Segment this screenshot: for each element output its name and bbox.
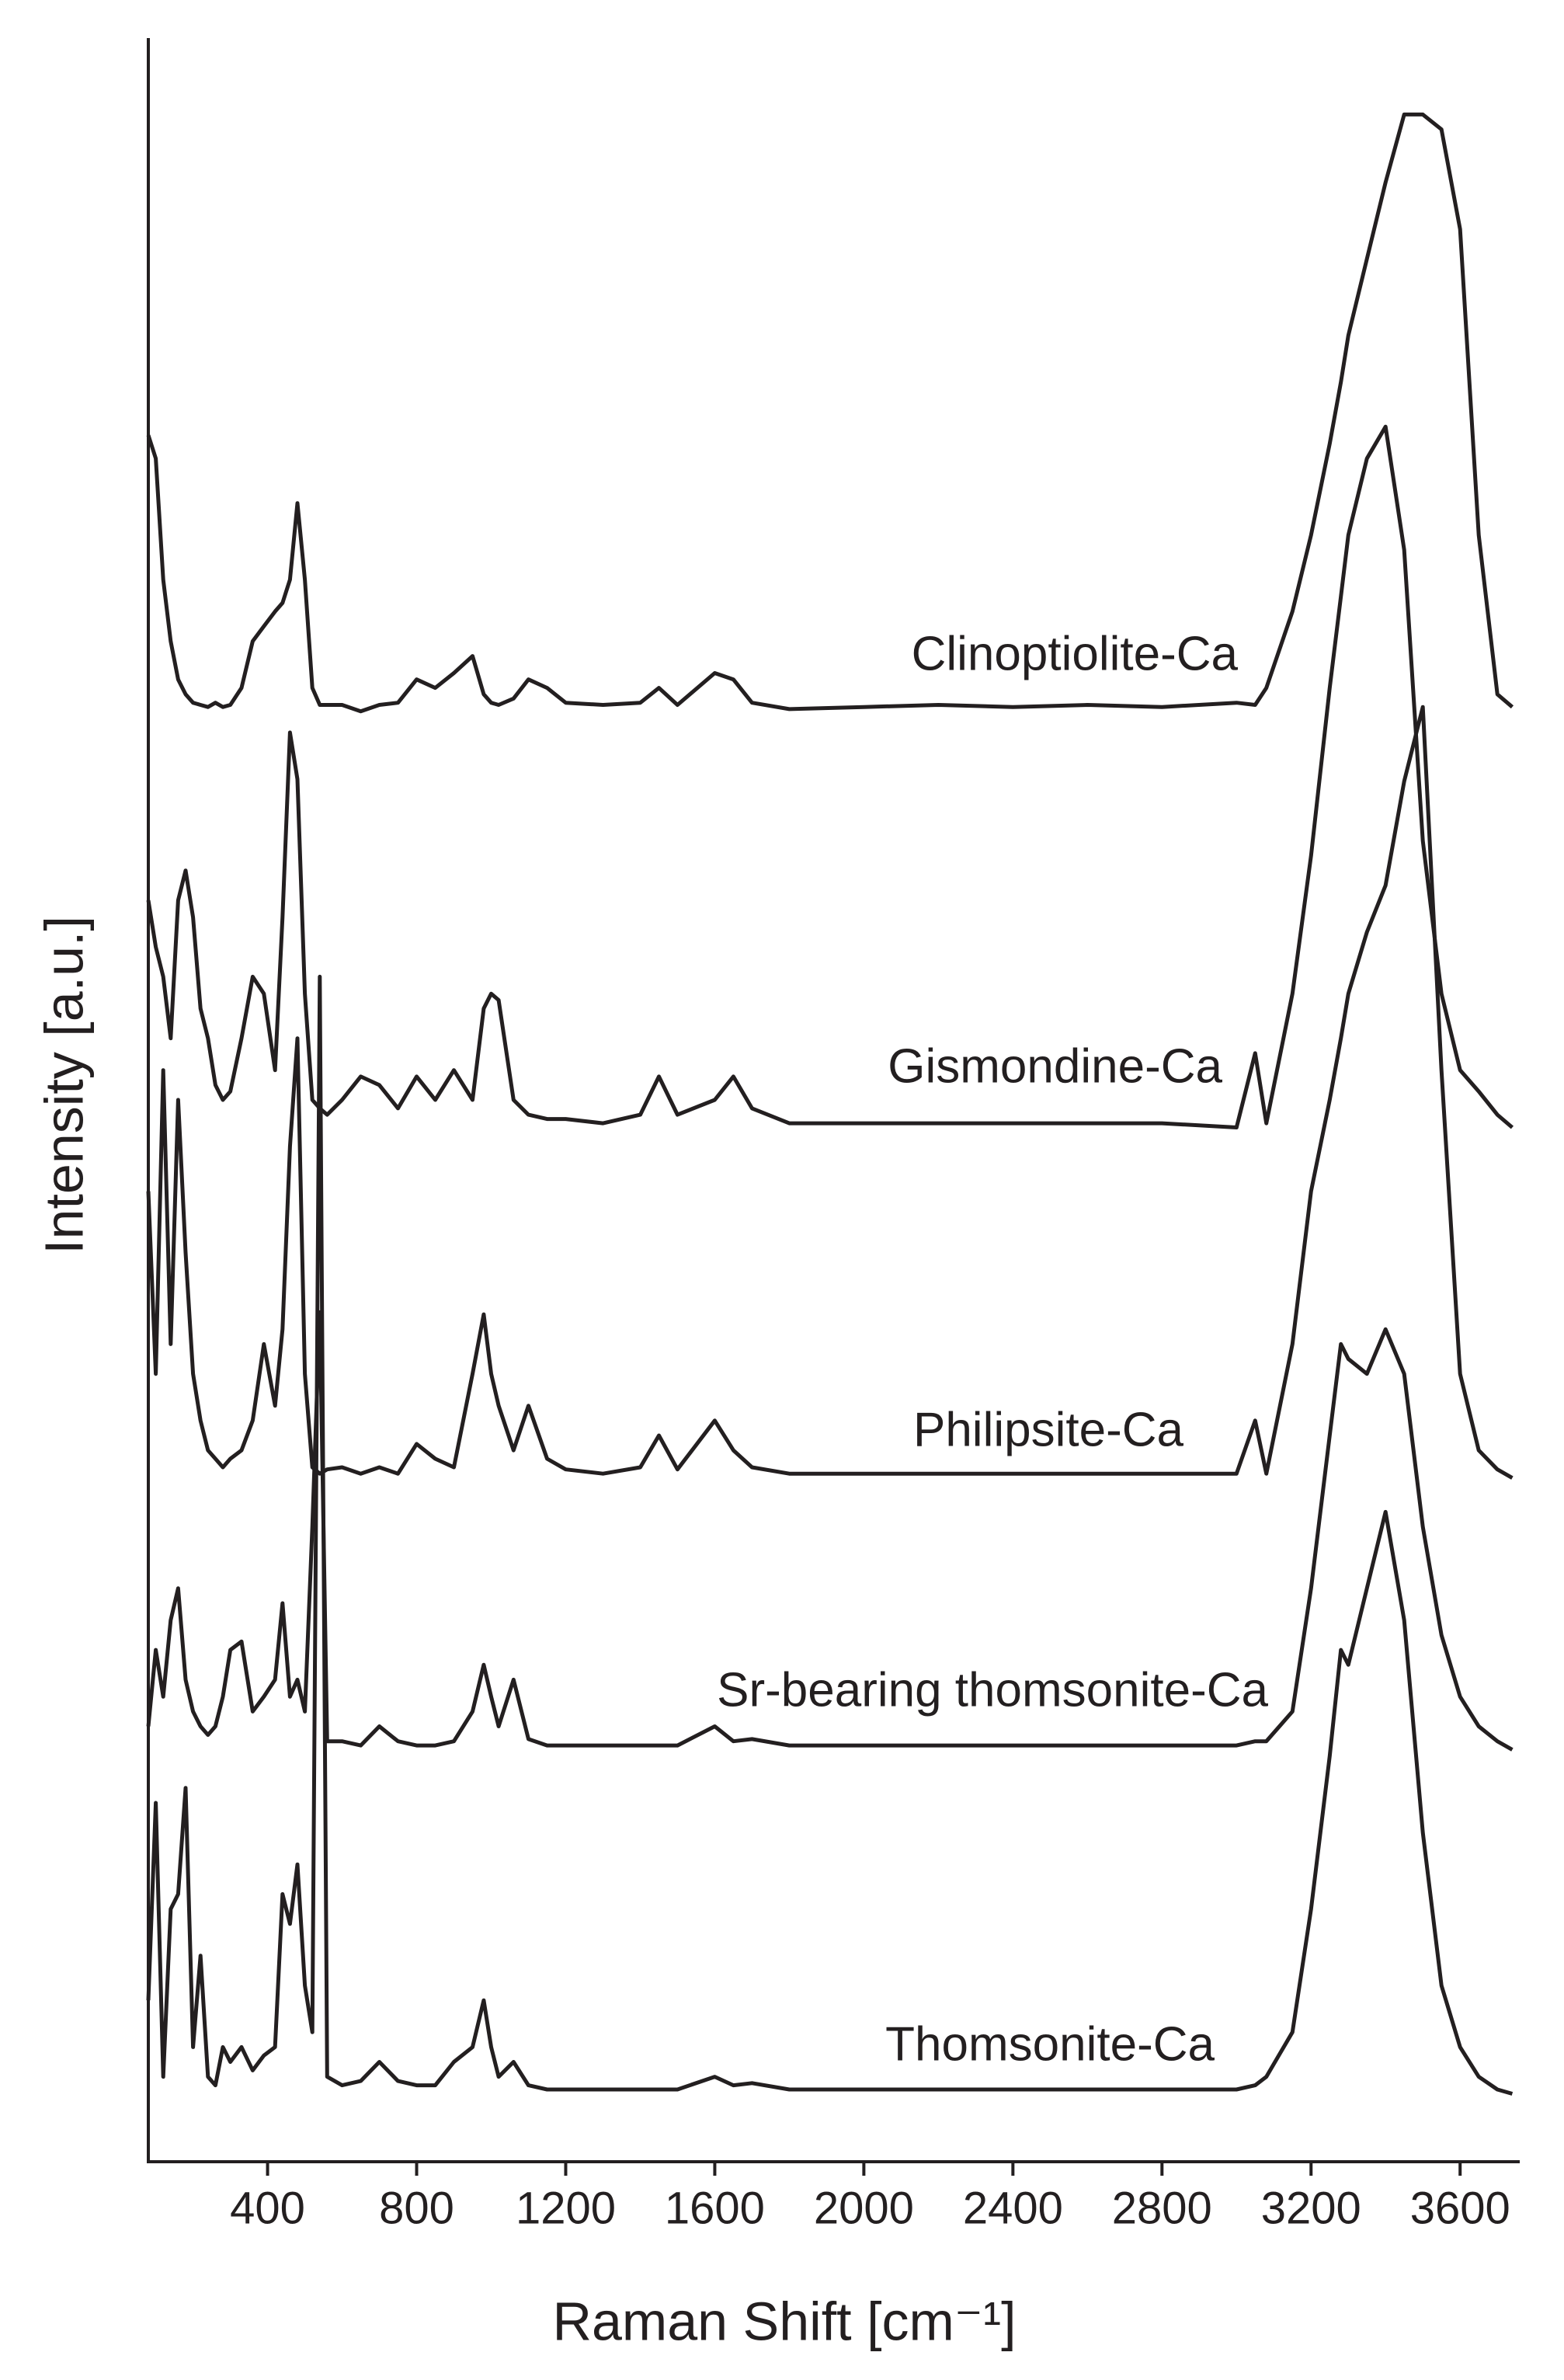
x-tick-label: 1600 (665, 2183, 765, 2233)
x-tick-label: 3600 (1410, 2183, 1510, 2233)
series-label: Sr-bearing thomsonite-Ca (717, 1663, 1268, 1717)
x-tick-label: 2400 (963, 2183, 1063, 2233)
x-tick-label: 2000 (814, 2183, 914, 2233)
x-tick-label: 2800 (1112, 2183, 1212, 2233)
x-tick-label: 800 (379, 2183, 454, 2233)
spectrum-line (146, 112, 1514, 714)
spectrum-line (146, 705, 1514, 1480)
series-label: Thomsonite-Ca (885, 2017, 1215, 2071)
spectrum-line (146, 424, 1514, 1129)
x-tick-label: 3200 (1261, 2183, 1361, 2233)
series-label: Gismondine-Ca (888, 1039, 1222, 1093)
x-tick-label: 1200 (516, 2183, 616, 2233)
x-axis-label: Raman Shift [cm⁻¹] (552, 2291, 1016, 2351)
series-label: Philipsite-Ca (913, 1403, 1184, 1456)
series-label: Clinoptiolite-Ca (912, 627, 1239, 680)
spectrum-line (146, 974, 1514, 2096)
y-axis-label: Intensity [a.u.] (33, 916, 94, 1254)
spectrum-line (146, 1310, 1514, 1752)
x-tick-label: 400 (230, 2183, 305, 2233)
